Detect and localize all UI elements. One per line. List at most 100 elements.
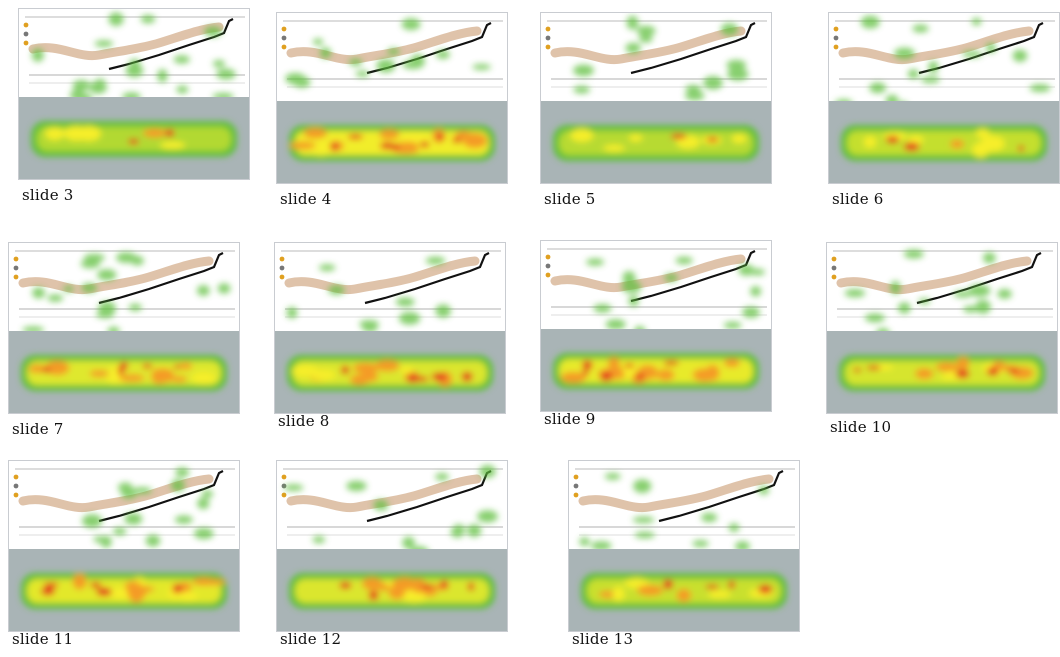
legend-marker	[545, 263, 551, 269]
fixation-blob	[140, 14, 156, 24]
legend-marker	[13, 256, 19, 262]
fixation-blob	[108, 12, 124, 27]
hotspot	[201, 579, 226, 586]
slide-caption: slide 4	[280, 190, 332, 208]
fixation-blob	[467, 524, 482, 537]
slide-caption: slide 5	[544, 190, 596, 208]
legend-marker	[281, 474, 287, 480]
fixation-blob	[605, 319, 626, 330]
hotspot	[560, 371, 586, 384]
fixation-blob	[197, 497, 210, 510]
hotspot-peak	[705, 584, 719, 589]
fixation-blob	[359, 319, 379, 328]
legend-marker	[545, 35, 551, 41]
hotspot	[863, 136, 877, 148]
hotspot	[191, 372, 216, 385]
fixation-blob	[726, 59, 747, 71]
hotspot-peak	[128, 138, 140, 145]
hotspot-peak	[420, 584, 435, 589]
hotspot	[124, 581, 142, 592]
slide-image	[275, 243, 505, 413]
legend-marker	[281, 492, 287, 498]
map-heatmap	[285, 18, 491, 88]
fixation-blob	[32, 287, 46, 299]
fixation-blob	[869, 82, 887, 94]
hotspot	[362, 577, 382, 589]
fixation-blob	[82, 514, 103, 528]
fixation-blob	[31, 48, 44, 62]
fixation-blob	[81, 283, 98, 293]
slide-image	[277, 461, 507, 631]
fixation-blob	[98, 301, 116, 316]
hotspot-peak	[955, 369, 970, 379]
fixation-blob	[401, 18, 421, 31]
fixation-blob	[95, 78, 106, 86]
fixation-blob	[118, 482, 133, 493]
hotspot	[151, 368, 175, 383]
route-line	[630, 250, 756, 303]
route-line	[98, 252, 224, 305]
hotspot-peak	[419, 141, 430, 148]
hotspot-peak	[634, 373, 646, 380]
slide-card: slide 3	[18, 8, 250, 204]
hotspot-peak	[42, 367, 51, 373]
legend-marker	[545, 254, 551, 260]
text-heatmap	[553, 125, 759, 161]
slide-caption: slide 3	[22, 186, 74, 204]
fixation-blob	[72, 80, 90, 92]
slide-card: slide 5	[540, 12, 772, 208]
hotspot	[392, 577, 418, 591]
hotspot-peak	[339, 582, 352, 589]
fixation-blob	[216, 68, 236, 80]
map-heatmap	[573, 15, 749, 101]
slide-card: slide 9	[540, 240, 772, 428]
legend-marker	[573, 474, 579, 480]
legend-marker	[23, 31, 29, 37]
slide-caption: slide 9	[544, 410, 596, 428]
fixation-blob	[196, 285, 210, 296]
slide-image	[827, 243, 1057, 413]
hotspot	[656, 369, 675, 381]
fixation-blob	[328, 285, 345, 295]
slide-image	[541, 13, 771, 183]
legend-marker	[23, 40, 29, 46]
hotspot	[45, 127, 65, 141]
legend-marker	[13, 274, 19, 280]
slide-caption: slide 6	[832, 190, 884, 208]
fixation-blob	[912, 24, 929, 33]
fixation-blob	[684, 90, 705, 101]
heatmap-thumbnail	[18, 8, 250, 180]
legend-marker	[831, 265, 837, 271]
hotspot	[570, 128, 594, 142]
hotspot-peak	[368, 590, 379, 601]
fixation-blob	[720, 23, 739, 36]
legend-marker	[833, 26, 839, 32]
heatmap-thumbnail	[828, 12, 1060, 184]
fixation-blob	[723, 321, 742, 329]
route-corridor	[550, 26, 746, 65]
hotspot-peak	[624, 363, 635, 368]
hotspot	[72, 573, 87, 590]
hotspot	[303, 127, 328, 139]
legend-marker	[545, 26, 551, 32]
fixation-blob	[116, 252, 137, 263]
fixation-blob	[436, 50, 450, 59]
route-corridor	[836, 256, 1032, 295]
route-line	[364, 252, 490, 305]
hotspot-peak	[172, 583, 183, 594]
hotspot-peak	[347, 134, 364, 140]
hotspot	[624, 577, 649, 589]
fixation-blob	[593, 304, 612, 313]
hotspot	[179, 362, 193, 370]
text-heatmap	[581, 573, 787, 609]
fixation-blob	[128, 303, 142, 312]
hotspot	[628, 134, 643, 142]
hotspot	[159, 141, 186, 150]
hotspot-peak	[886, 136, 900, 144]
fixation-blob	[283, 484, 304, 491]
fixation-blob	[903, 249, 924, 259]
hotspot	[89, 370, 109, 377]
hotspot	[395, 141, 419, 151]
fixation-blob	[586, 258, 605, 266]
fixation-blob	[962, 50, 983, 58]
